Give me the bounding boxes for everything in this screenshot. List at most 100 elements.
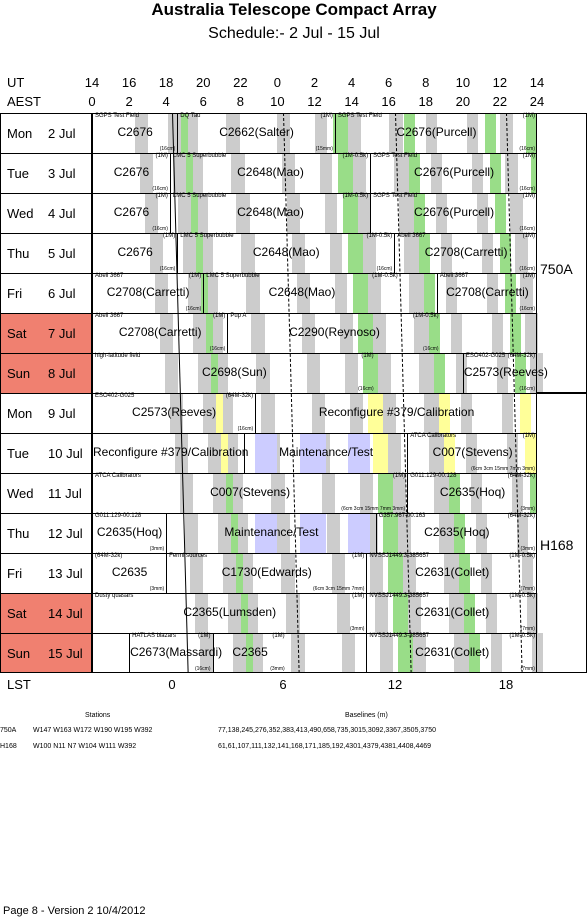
time-band: [342, 633, 356, 673]
time-band: [208, 273, 218, 313]
block-head-label: high-latitude field: [95, 353, 141, 359]
block-project-label: C2698(Sun): [201, 365, 267, 379]
aest-tick-label: 8: [236, 94, 244, 109]
time-band: [208, 433, 222, 473]
time-band: [169, 393, 183, 433]
time-band: [465, 433, 477, 473]
schedule-block: LMC 5 Superbubble (1M-0.5k) C2648(Mao): [169, 193, 370, 233]
time-band: [463, 593, 475, 633]
time-band: [297, 273, 311, 313]
ut-tick-label: 6: [385, 75, 393, 90]
block-band-label: (16cm): [209, 346, 226, 352]
schedule-block: NVSSJ1449.3-385657 (1M-0.5k) C2631(Collet)…: [366, 593, 537, 633]
schedule-block: high-latitude field (1M) C2698(Sun) (16cm): [92, 353, 376, 393]
aest-tick-label: 2: [125, 94, 133, 109]
block-project-label: C2635(Hoq): [96, 525, 163, 539]
day-label: Fri 6 Jul: [0, 273, 92, 313]
block-head-label: G357.967-00.163: [378, 513, 426, 519]
time-band: [324, 193, 338, 233]
schedule-block: G357.967-00.163 (64M-32k) C2635(Hoq) (3mm): [375, 513, 537, 553]
day-name: Sun: [7, 366, 31, 381]
aest-tick-label: 24: [529, 94, 545, 109]
block-project-label: C2631(Collet): [415, 565, 490, 579]
block-project-label: C2631(Collet): [415, 605, 490, 619]
time-band: [307, 353, 321, 393]
time-band: [322, 473, 336, 513]
block-project-label: C2708(Carretti): [106, 285, 190, 299]
block-head-label: LMC 5 Superbubble: [206, 273, 260, 279]
block-head-label: Abell 3667: [95, 313, 124, 319]
day-label: Tue 10 Jul: [0, 433, 92, 473]
time-band: [228, 433, 238, 473]
block-head-label: Dusty quasars: [95, 593, 134, 599]
block-band-label: (16cm): [159, 266, 176, 272]
time-band: [505, 273, 517, 313]
day-date: 14 Jul: [48, 606, 83, 621]
block-band-label: (6cm 3cm 15mm 7mm 3mm): [341, 506, 406, 512]
time-band: [253, 633, 263, 673]
ut-tick-label: 0: [273, 75, 282, 90]
time-band: [334, 273, 348, 313]
day-date: 2 Jul: [48, 126, 76, 141]
time-band: [226, 473, 234, 513]
time-band: [255, 353, 271, 393]
day-label: Wed 4 Jul: [0, 193, 92, 233]
schedule-block: LMC 5 Superbubble (1M-0.5k) C2648(Mao): [203, 273, 400, 313]
time-band: [443, 433, 455, 473]
time-band: [285, 593, 301, 633]
schedule-block: Reconfigure #379/Calibration: [255, 393, 537, 433]
time-band: [139, 153, 153, 193]
time-band: [186, 153, 194, 193]
time-band: [490, 153, 502, 193]
time-band: [383, 513, 398, 553]
day-label: Tue 3 Jul: [0, 153, 92, 193]
block-band-label: (7mm): [520, 666, 535, 672]
block-head-label: ESO402-G025: [465, 353, 506, 359]
time-band: [312, 393, 326, 433]
day-date: 4 Jul: [48, 206, 76, 221]
time-band: [521, 553, 533, 593]
day-label: Mon 2 Jul: [0, 113, 92, 153]
time-band: [470, 473, 482, 513]
block-project-label: C2662(Salter): [219, 125, 294, 139]
time-band: [231, 513, 239, 553]
time-band: [230, 153, 246, 193]
time-band: [506, 433, 518, 473]
block-mode-label: (1M): [522, 233, 535, 239]
time-band: [525, 113, 537, 153]
time-band: [443, 553, 459, 593]
block-head-label: NVSSJ1449.3-385657: [369, 553, 430, 559]
time-band: [333, 113, 348, 153]
time-band: [181, 113, 189, 153]
time-band: [270, 473, 286, 513]
time-band: [241, 593, 249, 633]
day-date: 12 Jul: [48, 526, 83, 541]
block-mode-label: (1M): [188, 273, 202, 279]
time-band: [149, 233, 163, 273]
ut-tick-label: 4: [347, 75, 356, 90]
ut-tick-label: 8: [422, 75, 430, 90]
block-head-label: Fermi sources: [169, 553, 208, 559]
time-band: [260, 393, 276, 433]
time-band: [403, 113, 415, 153]
day-name: Wed: [7, 486, 34, 501]
ut-axis-label: UT: [7, 75, 25, 90]
block-head-label: ATCA Calibrators: [95, 473, 141, 479]
time-band: [398, 633, 413, 673]
schedule-block: ATCA Calibrators (1M) C007(Stevens) (6cm 3c…: [92, 473, 407, 513]
time-band: [438, 513, 454, 553]
time-band: [504, 153, 518, 193]
time-band: [402, 553, 416, 593]
time-band: [373, 433, 388, 473]
time-band: [468, 633, 480, 673]
block-project-label: C2635: [111, 565, 148, 579]
row-border: [92, 473, 537, 513]
time-band: [352, 153, 366, 193]
footer-baselines-750a: 77,138,245,276,352,383,413,490,658,735,3…: [218, 727, 436, 734]
time-band: [198, 353, 212, 393]
block-project-label: C2676(Purcell): [396, 125, 477, 139]
schedule-block: SGPS Test Field (1M) C2676(Purcell) (16cm): [334, 113, 537, 153]
schedule-block: NVSSJ1449.3-385657 (1M-0.5k) C2631(Collet)…: [366, 633, 537, 673]
aest-tick-label: 10: [270, 94, 285, 109]
time-band: [423, 393, 439, 433]
